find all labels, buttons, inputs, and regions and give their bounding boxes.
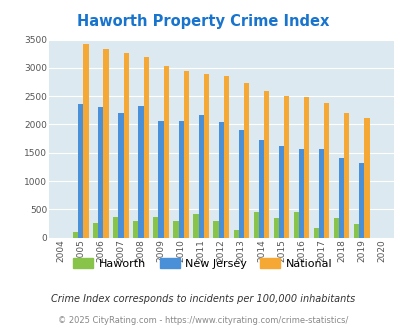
Bar (118, 113, 123, 238)
Bar (353, 224, 358, 238)
Bar (278, 146, 284, 238)
Bar (178, 121, 183, 238)
Bar (78, 104, 83, 238)
Bar (284, 96, 289, 238)
Bar (153, 217, 158, 238)
Bar (293, 212, 298, 238)
Bar (363, 118, 369, 238)
Bar (338, 158, 343, 238)
Bar (298, 149, 303, 238)
Bar (318, 149, 324, 238)
Bar (113, 217, 118, 238)
Bar (103, 49, 109, 238)
Bar (93, 223, 98, 238)
Bar (98, 108, 103, 238)
Bar (213, 221, 218, 238)
Legend: Haworth, New Jersey, National: Haworth, New Jersey, National (69, 254, 336, 273)
Bar (223, 76, 228, 238)
Text: Crime Index corresponds to incidents per 100,000 inhabitants: Crime Index corresponds to incidents per… (51, 294, 354, 304)
Bar (343, 113, 349, 238)
Bar (263, 90, 269, 238)
Bar (358, 163, 363, 238)
Bar (73, 232, 78, 238)
Bar (324, 103, 328, 238)
Bar (253, 212, 258, 238)
Bar (218, 122, 223, 238)
Bar (273, 218, 278, 238)
Text: Haworth Property Crime Index: Haworth Property Crime Index (77, 14, 328, 29)
Bar (233, 230, 238, 238)
Bar (143, 56, 149, 238)
Bar (123, 53, 128, 238)
Bar (198, 115, 203, 238)
Bar (238, 130, 243, 238)
Bar (303, 97, 309, 238)
Bar (173, 221, 178, 238)
Bar (313, 228, 318, 238)
Bar (333, 218, 338, 238)
Bar (83, 44, 88, 238)
Text: © 2025 CityRating.com - https://www.cityrating.com/crime-statistics/: © 2025 CityRating.com - https://www.city… (58, 316, 347, 325)
Bar (138, 106, 143, 238)
Bar (158, 121, 163, 238)
Bar (203, 74, 209, 238)
Bar (183, 71, 188, 238)
Bar (133, 221, 138, 238)
Bar (193, 214, 198, 238)
Bar (258, 140, 263, 238)
Bar (163, 66, 168, 238)
Bar (243, 83, 249, 238)
